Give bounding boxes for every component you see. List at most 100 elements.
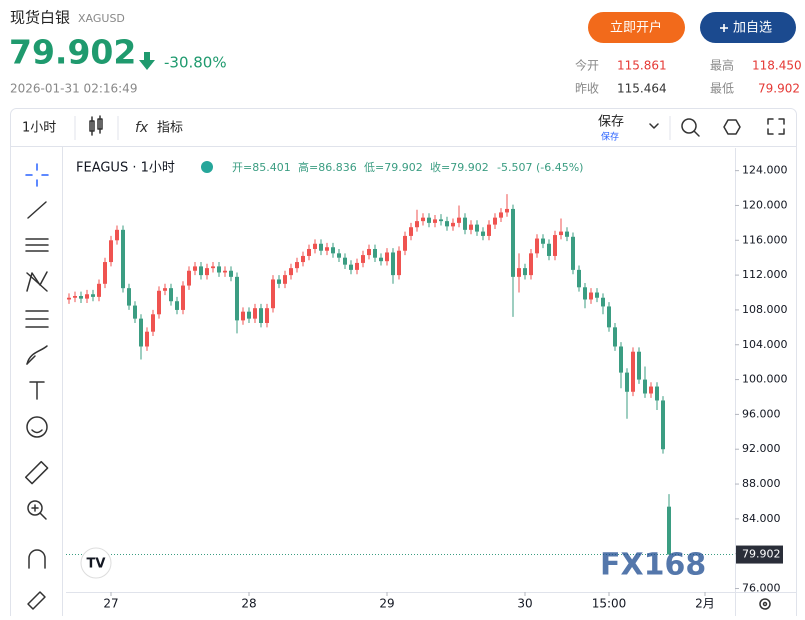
- candle-body: [157, 290, 161, 315]
- candle-body: [271, 279, 275, 309]
- candle-body: [163, 288, 167, 291]
- candle-body: [553, 235, 557, 256]
- candle-body: [451, 222, 455, 227]
- candle-body: [97, 283, 101, 297]
- replay-icon[interactable]: [681, 118, 700, 137]
- watchlist-button[interactable]: [700, 12, 796, 43]
- candle-body: [199, 266, 203, 276]
- candle-body: [337, 253, 341, 258]
- candle-body: [133, 305, 137, 319]
- candle-body: [145, 331, 149, 347]
- candle-body: [211, 266, 215, 269]
- x-tick-label: 30: [517, 597, 532, 611]
- candle-body: [277, 279, 281, 284]
- candle-body: [487, 224, 491, 236]
- candle-body: [385, 252, 389, 262]
- candle-body: [367, 248, 371, 256]
- save-menu[interactable]: [649, 123, 659, 129]
- candle-body: [409, 227, 413, 236]
- candle-body: [247, 311, 251, 319]
- candle-body: [631, 351, 635, 392]
- y-tick-label: 120.000: [742, 198, 788, 211]
- candle-body: [613, 327, 617, 347]
- candle-body: [493, 217, 497, 225]
- candle-body: [607, 306, 611, 328]
- fullscreen-icon[interactable]: [767, 118, 785, 135]
- candle-body: [361, 255, 365, 263]
- x-tick-label: 27: [103, 597, 118, 611]
- candle-body: [619, 346, 623, 373]
- y-tick-label: 104.000: [742, 338, 788, 351]
- fx-icon[interactable]: fx: [135, 120, 149, 136]
- candle-body: [313, 243, 317, 249]
- price: 79.902: [9, 33, 136, 72]
- candle-body: [169, 288, 173, 302]
- save-button[interactable]: 保存: [598, 115, 624, 130]
- candle-body: [445, 221, 449, 227]
- legend-high: 高=86.836: [298, 160, 357, 174]
- y-tick-label: 116.000: [742, 233, 788, 246]
- interval-button[interactable]: 1小时: [22, 121, 56, 136]
- candle-body: [403, 235, 407, 251]
- chart-frame: [10, 108, 797, 620]
- x-tick-label: 28: [241, 597, 256, 611]
- candle-body: [667, 506, 671, 555]
- candle-body: [355, 262, 359, 270]
- symbol: XAGUSD: [78, 12, 125, 25]
- indicators-button[interactable]: 指标: [157, 121, 183, 136]
- stat-label: 最高: [710, 58, 734, 73]
- tv-logo: TV: [80, 547, 112, 579]
- candle-body: [319, 243, 323, 251]
- candle-body: [229, 270, 233, 277]
- candle-body: [109, 240, 113, 263]
- stat-value: 115.861: [617, 59, 667, 73]
- change: -30.80%: [164, 54, 227, 72]
- candle-body: [523, 268, 527, 276]
- candle-body: [253, 308, 257, 319]
- candle-body: [349, 264, 353, 270]
- candle-body: [265, 308, 269, 323]
- candle-body: [655, 386, 659, 401]
- stat-label: 最低: [710, 82, 734, 96]
- candle-body: [559, 231, 563, 236]
- watchlist-label[interactable]: 加自选: [733, 21, 772, 36]
- x-tick-label: 29: [379, 597, 394, 611]
- down-arrow: [139, 52, 155, 70]
- y-tick-label: 76.000: [742, 582, 781, 595]
- candle-body: [79, 296, 83, 299]
- settings-icon[interactable]: [723, 119, 741, 135]
- candle-body: [463, 217, 467, 230]
- candle-body: [427, 217, 431, 223]
- candle-body: [103, 262, 107, 284]
- candle-body: [601, 297, 605, 307]
- plus-icon: [720, 24, 728, 32]
- candle-body: [73, 296, 77, 298]
- axis-settings[interactable]: [759, 598, 771, 610]
- save-status: 保存: [601, 131, 619, 143]
- candle-body: [217, 266, 221, 273]
- candle-body: [121, 229, 125, 289]
- drawing-tools[interactable]: [24, 163, 49, 610]
- candle-body: [541, 238, 545, 244]
- candle-body: [343, 257, 347, 265]
- candle-body: [421, 217, 425, 222]
- open-account-label[interactable]: 立即开户: [610, 20, 662, 36]
- candle-body: [181, 285, 185, 310]
- candle-body: [505, 208, 509, 213]
- candle-body: [373, 248, 377, 258]
- candle-body: [283, 275, 287, 284]
- y-tick-label: 92.000: [742, 442, 781, 455]
- stat-label: 今开: [575, 58, 599, 73]
- open-account-button[interactable]: [588, 12, 685, 43]
- candle-body: [637, 351, 641, 380]
- candle-type-button[interactable]: [89, 115, 103, 136]
- candle-body: [457, 217, 461, 223]
- candle-body: [241, 311, 245, 321]
- candle-body: [529, 253, 533, 276]
- y-tick-label: 124.000: [742, 164, 788, 177]
- last-price-label: 79.902: [742, 548, 781, 561]
- candle-body: [649, 386, 653, 394]
- y-tick-label: 108.000: [742, 303, 788, 316]
- candle-body: [391, 252, 395, 276]
